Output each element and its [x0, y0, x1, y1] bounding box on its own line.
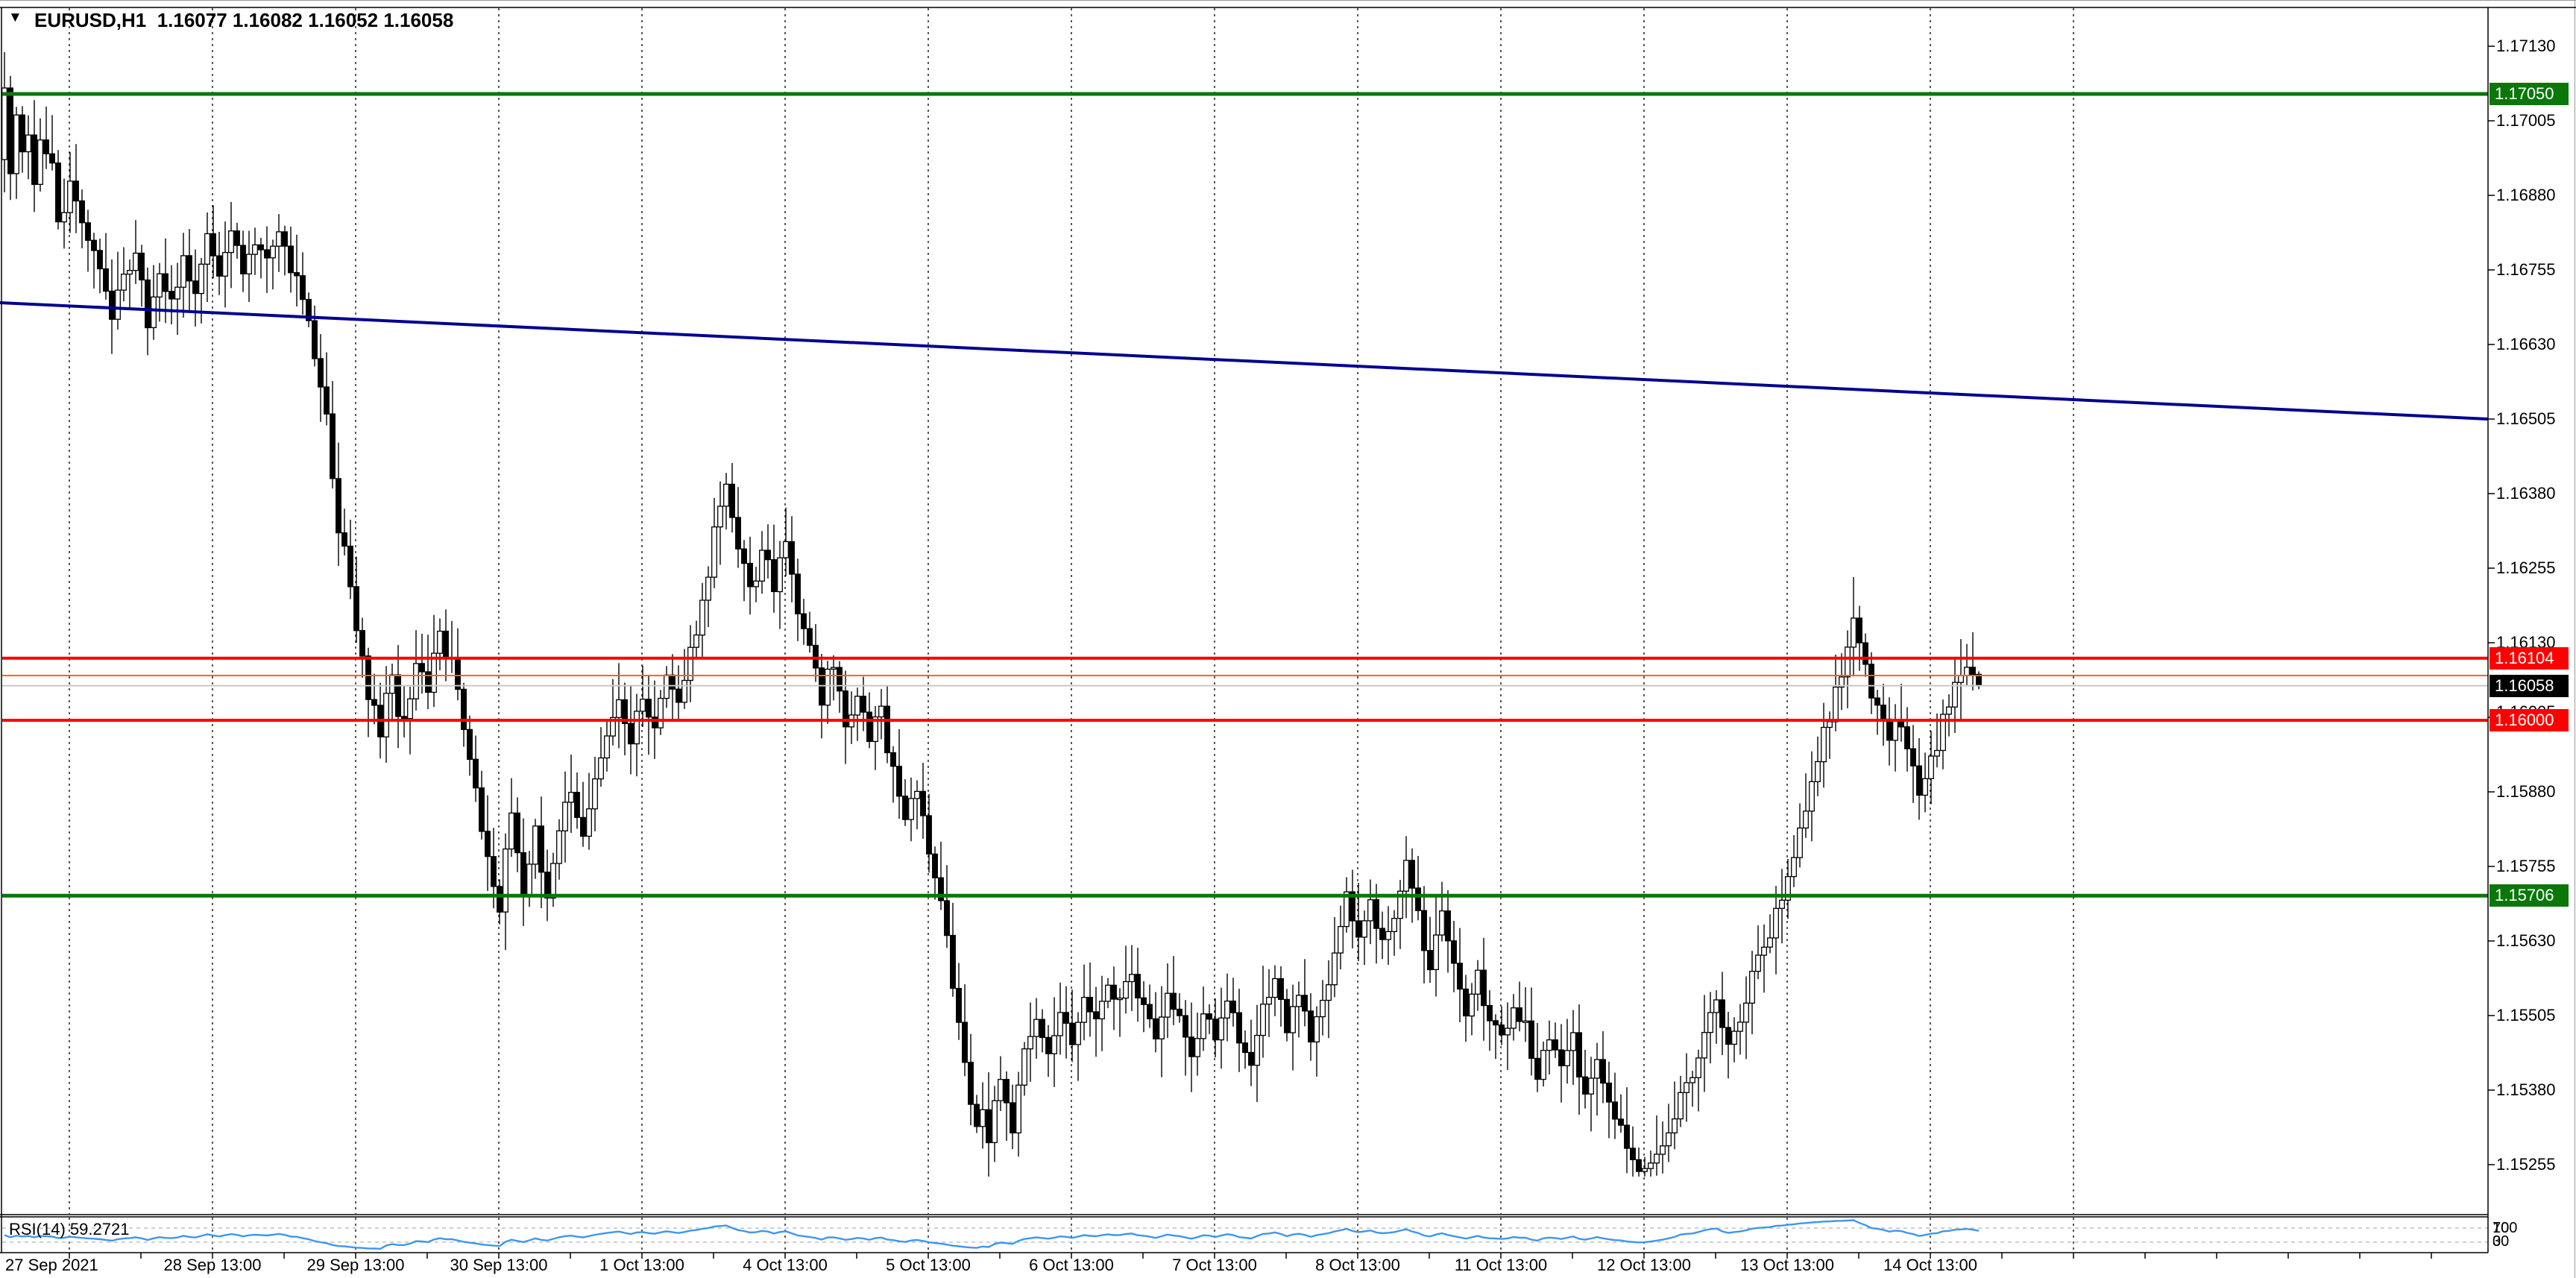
candlesticks [1, 52, 1982, 1177]
ohlc-header: EURUSD,H1 1.16077 1.16082 1.16052 1.1605… [34, 9, 453, 32]
symbol-dropdown-icon[interactable]: ▼ [8, 10, 22, 25]
rsi-line [4, 1219, 1980, 1250]
rsi-level-lines [2, 1227, 2488, 1243]
symbol-timeframe-label: EURUSD,H1 [34, 9, 147, 31]
horizontal-level-lines [2, 92, 2488, 898]
day-gridlines [69, 8, 2074, 1252]
rsi-indicator-label: RSI(14) 59.2721 [9, 1220, 130, 1238]
descending-trendline [0, 301, 2489, 421]
header-spacer [146, 9, 157, 31]
ohlc-values: 1.16077 1.16082 1.16052 1.16058 [157, 9, 454, 31]
